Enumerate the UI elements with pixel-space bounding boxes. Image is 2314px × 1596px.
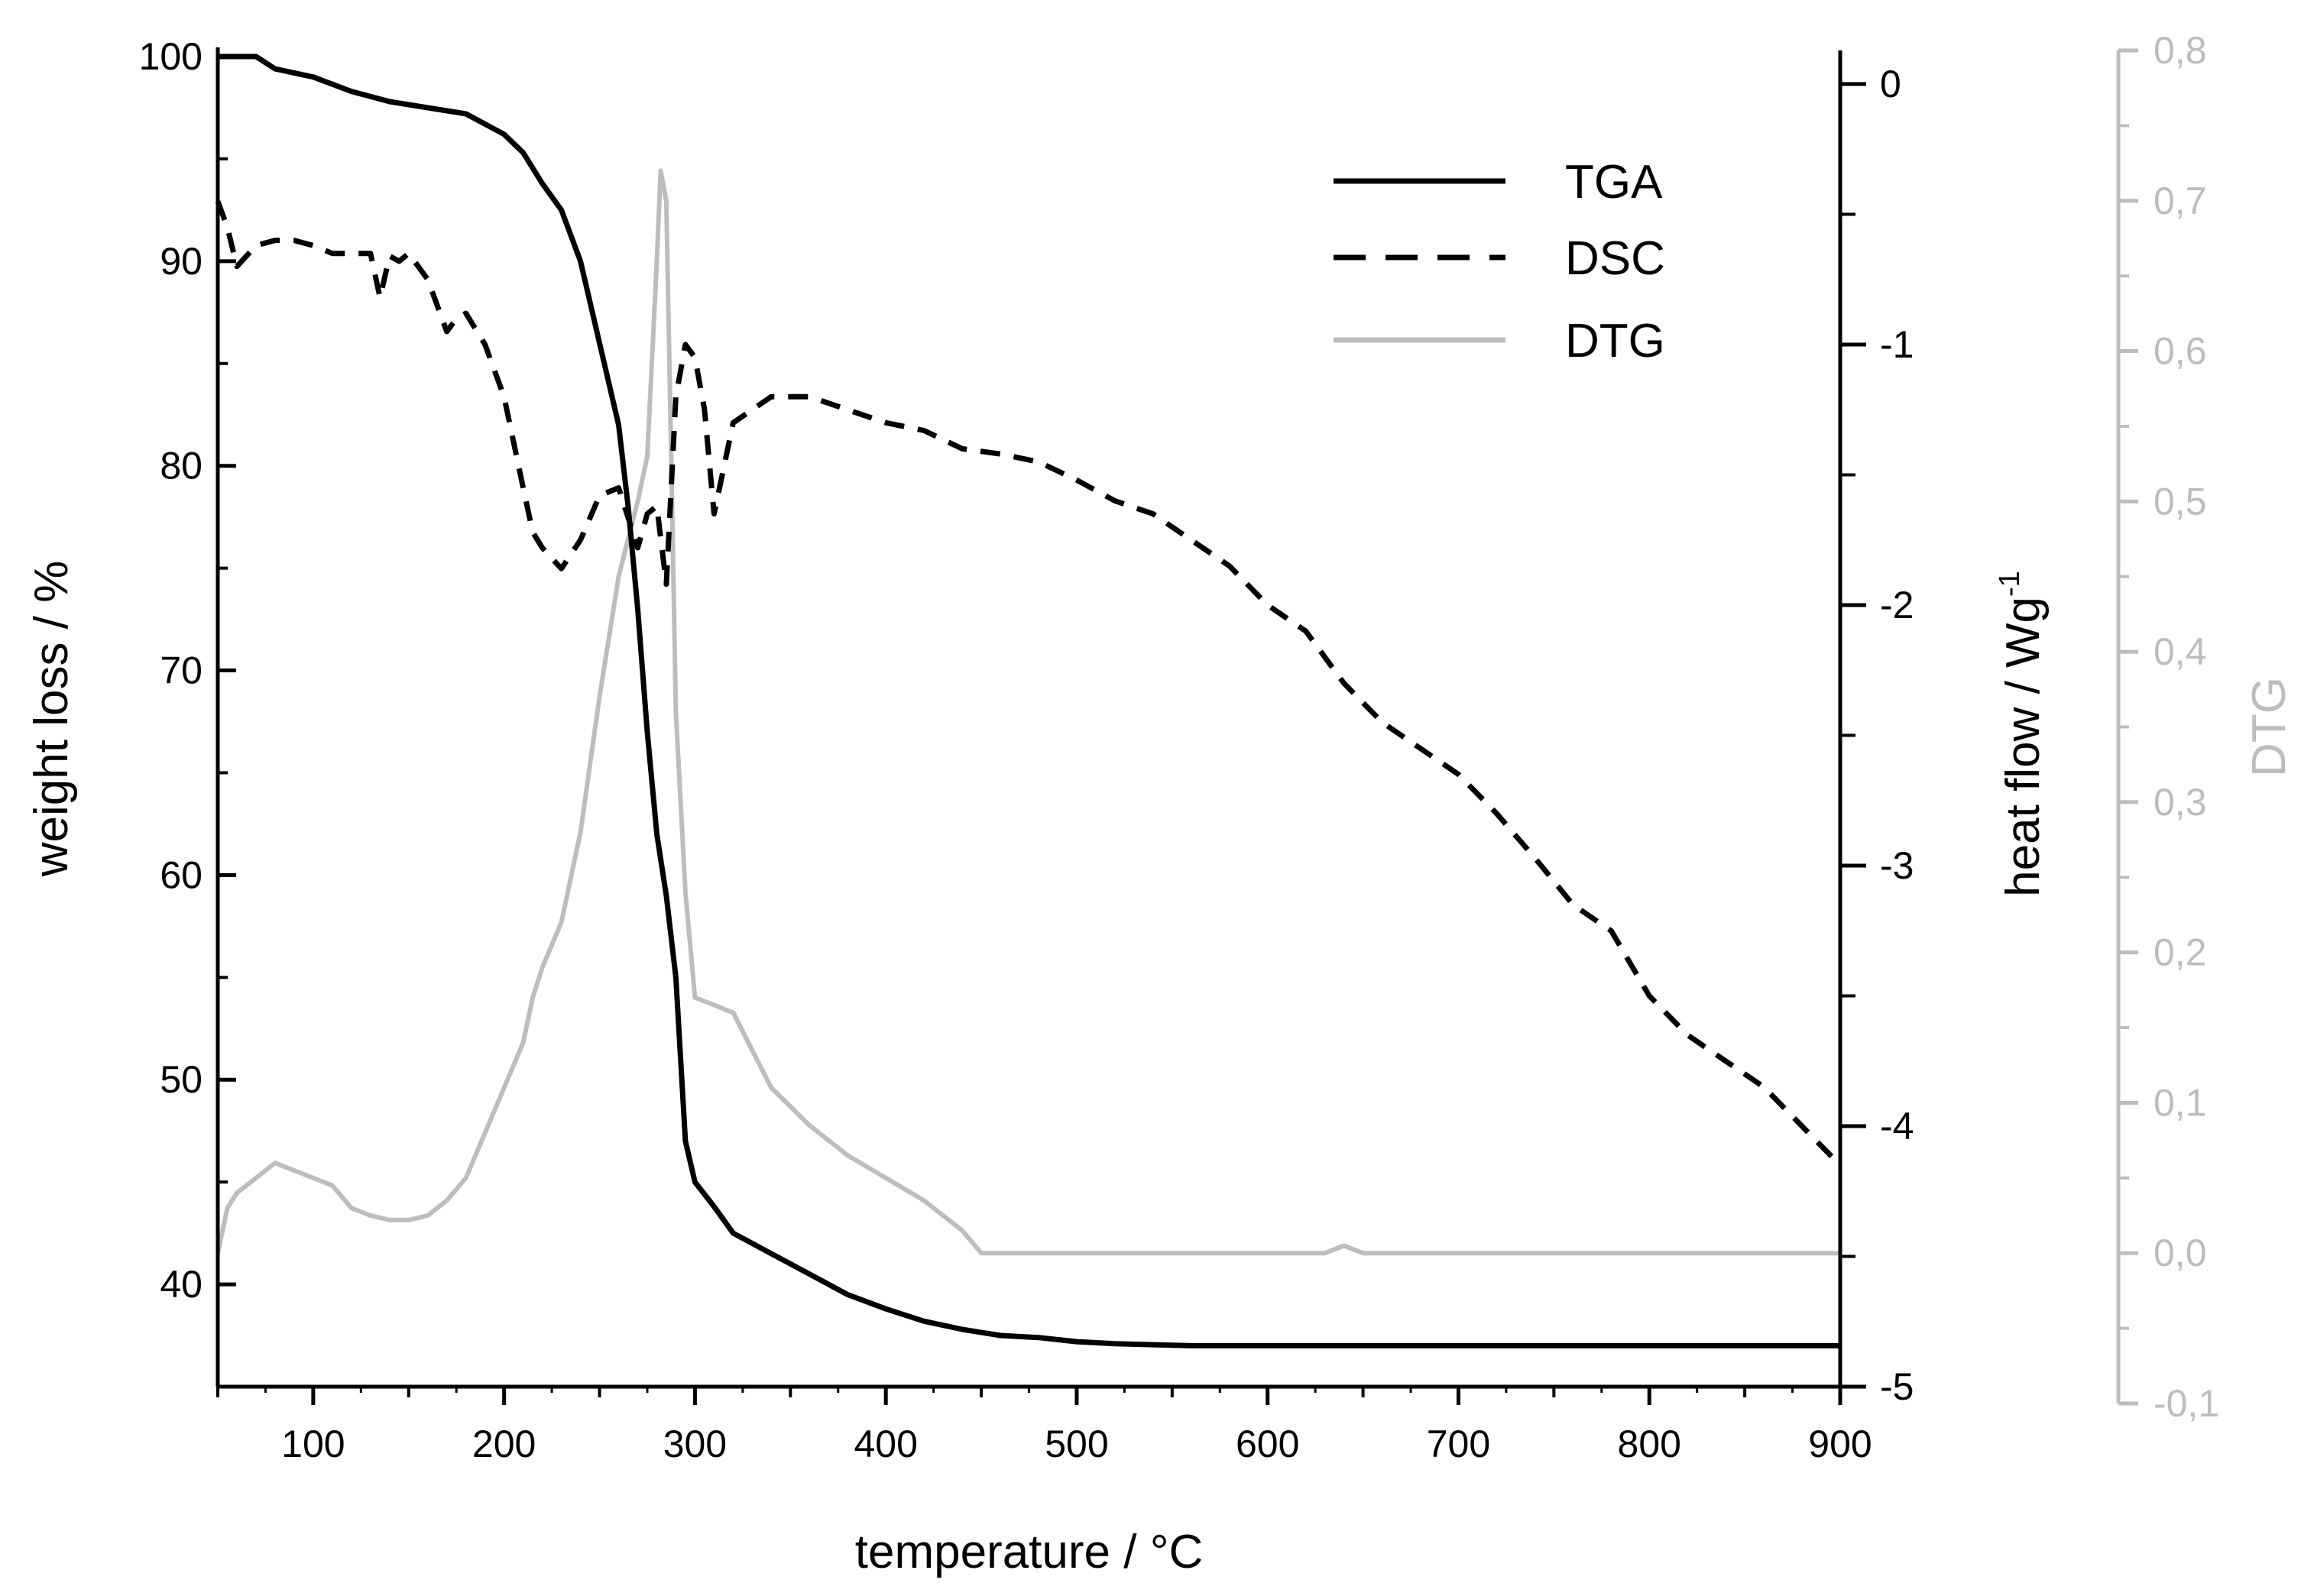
legend-label-dtg: DTG: [1565, 315, 1665, 367]
y-dtg-tick-label: 0,5: [2154, 480, 2207, 523]
y-dtg-tick-label: 0,2: [2154, 931, 2207, 974]
y-dtg-axis-title: DTG: [2243, 677, 2296, 777]
y-left-tick-label: 40: [160, 1263, 203, 1306]
x-tick-label: 300: [663, 1423, 727, 1465]
x-tick-label: 600: [1236, 1423, 1299, 1465]
y-dtg-tick-label: 0,1: [2154, 1081, 2207, 1124]
series-dtg-line: [216, 168, 1840, 1256]
x-tick-label: 400: [854, 1423, 917, 1465]
x-tick-label: 100: [281, 1423, 345, 1465]
x-tick-label: 800: [1618, 1423, 1681, 1465]
y-left-tick-label: 90: [160, 240, 203, 283]
y-left-tick-label: 60: [160, 853, 203, 896]
y-heat-tick-label: -4: [1880, 1105, 1914, 1148]
x-axis-title: temperature / °C: [855, 1526, 1204, 1578]
y-dtg-tick-label: -0,1: [2154, 1382, 2219, 1425]
series-tga-line: [218, 53, 1840, 1348]
series-dsc-line: [215, 200, 1842, 1167]
legend-label-tga: TGA: [1565, 156, 1663, 209]
legend-label-dsc: DSC: [1565, 232, 1665, 285]
y-left-tick-label: 50: [160, 1058, 203, 1101]
y-left-tick-label: 100: [139, 35, 203, 78]
y-heat-tick-label: -5: [1880, 1365, 1914, 1408]
y-dtg-tick-label: 0,8: [2154, 29, 2207, 72]
x-tick-label: 200: [472, 1423, 536, 1465]
axes-layer: 40 50 60 70 80 90 100 weight loss / % 100 200 300 4…: [25, 29, 2296, 1578]
y-heat-tick-label: -2: [1880, 584, 1914, 626]
x-tick-label: 700: [1427, 1423, 1490, 1465]
x-tick-label: 500: [1045, 1423, 1108, 1465]
y-heat-axis-title-superscript: -1: [1994, 571, 2026, 597]
y-dtg-tick-label: 0,6: [2154, 330, 2207, 373]
y-heat-tick-label: -3: [1880, 844, 1914, 887]
y-left-axis-title: weight loss / %: [25, 561, 78, 878]
y-left-tick-label: 70: [160, 649, 203, 692]
y-dtg-tick-label: 0,7: [2154, 180, 2207, 222]
y-left-tick-label: 80: [160, 445, 203, 487]
legend: TGA DSC DTG: [1334, 156, 1665, 367]
y-dtg-tick-label: 0,3: [2154, 781, 2207, 824]
y-heat-tick-label: -1: [1880, 323, 1914, 366]
y-heat-axis-title-text: heat flow / Wg: [1997, 597, 2050, 897]
y-dtg-tick-label: 0,4: [2154, 630, 2207, 673]
y-dtg-tick-label: 0,0: [2154, 1232, 2207, 1274]
series-layer: [215, 53, 1842, 1348]
y-heat-axis-title: heat flow / Wg-1: [1994, 571, 2050, 897]
x-tick-label: 900: [1808, 1423, 1872, 1465]
y-heat-tick-label: 0: [1880, 63, 1901, 105]
